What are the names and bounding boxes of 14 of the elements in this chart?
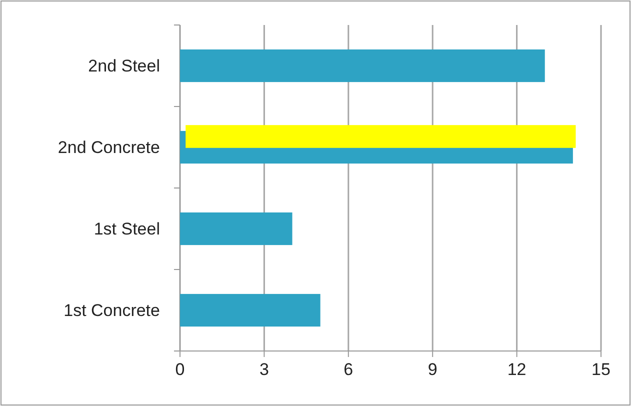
x-tick-label: 9 (428, 360, 438, 379)
bar (180, 294, 320, 327)
y-tick-label: 2nd Concrete (58, 138, 160, 158)
y-tick-label: 2nd Steel (88, 56, 160, 76)
bar (180, 212, 292, 246)
x-tick-label: 6 (344, 360, 354, 379)
x-tick-label: 3 (259, 360, 269, 379)
bar (180, 49, 545, 82)
y-tick-label: 1st Concrete (64, 301, 160, 320)
x-tick-label: 12 (507, 360, 526, 379)
y-tick-label: 1st Steel (94, 220, 160, 239)
x-tick-label: 0 (175, 360, 185, 379)
bar (186, 125, 576, 148)
x-tick-label: 15 (592, 360, 610, 379)
